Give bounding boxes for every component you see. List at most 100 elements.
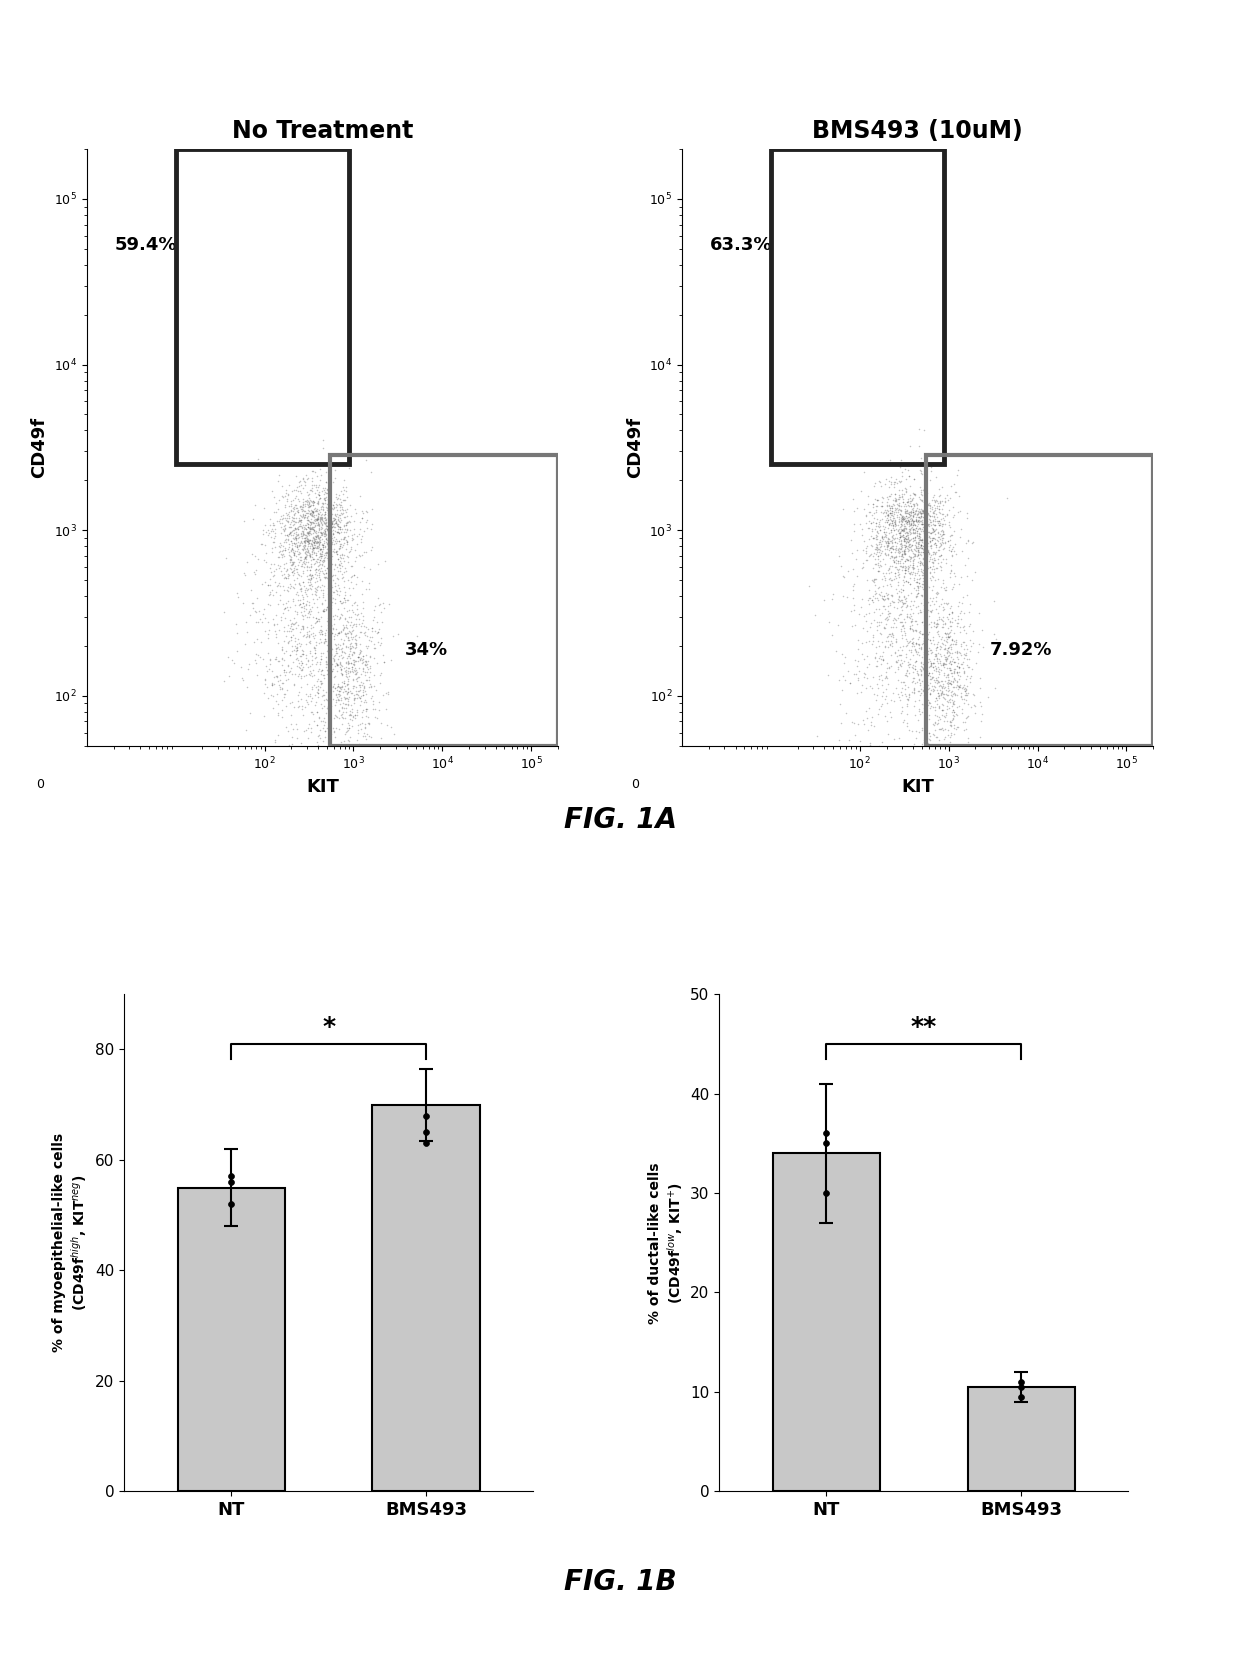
Point xyxy=(916,674,936,701)
Point xyxy=(373,681,393,708)
Point xyxy=(320,709,340,736)
Point xyxy=(904,674,924,701)
Point xyxy=(863,555,883,582)
Point xyxy=(939,696,959,722)
Point xyxy=(940,534,960,560)
Point xyxy=(330,555,350,582)
Point xyxy=(284,567,304,593)
Point xyxy=(931,510,951,537)
Point xyxy=(330,650,350,676)
Point xyxy=(298,497,317,524)
Point xyxy=(838,658,858,684)
Point xyxy=(955,616,975,643)
Point xyxy=(259,520,279,547)
Point xyxy=(304,500,324,527)
Point xyxy=(861,713,880,739)
Point xyxy=(911,487,931,514)
Point xyxy=(894,615,914,641)
Point xyxy=(937,708,957,734)
Point xyxy=(903,653,923,679)
Point xyxy=(278,717,298,744)
Point xyxy=(383,623,403,650)
Point xyxy=(269,462,289,489)
Point xyxy=(944,656,963,683)
Point xyxy=(304,517,324,543)
Point xyxy=(281,610,301,636)
Point xyxy=(341,504,361,530)
Point xyxy=(929,709,949,736)
Point xyxy=(273,696,293,722)
Point xyxy=(321,524,341,550)
Point xyxy=(300,568,320,595)
Point xyxy=(306,524,326,550)
Point xyxy=(309,722,329,749)
Point xyxy=(319,658,339,684)
Point xyxy=(267,580,286,606)
Point xyxy=(921,567,941,593)
Point xyxy=(254,495,274,522)
Point xyxy=(928,507,947,534)
Point xyxy=(939,527,959,553)
Point xyxy=(343,635,363,661)
Point xyxy=(301,593,321,620)
Point xyxy=(883,522,903,548)
Point xyxy=(937,661,957,688)
Point xyxy=(908,512,928,539)
Point xyxy=(913,570,932,597)
Point xyxy=(892,532,911,558)
Point xyxy=(893,477,913,504)
Point xyxy=(888,499,908,525)
Point xyxy=(901,494,921,520)
Point xyxy=(894,608,914,635)
Point xyxy=(281,625,301,651)
Point xyxy=(310,527,330,553)
Point xyxy=(923,548,942,575)
Point xyxy=(320,587,340,613)
Point xyxy=(315,534,335,560)
Point xyxy=(924,542,944,568)
Point xyxy=(883,525,903,552)
Point xyxy=(941,658,961,684)
Point xyxy=(298,577,317,603)
Point xyxy=(346,633,366,659)
Point xyxy=(897,507,916,534)
Point xyxy=(306,557,326,583)
Point xyxy=(859,592,879,618)
Point xyxy=(932,492,952,519)
Point xyxy=(360,575,379,601)
Point xyxy=(305,621,325,648)
Point xyxy=(298,532,317,558)
Point xyxy=(924,656,944,683)
Point xyxy=(863,543,883,570)
Point xyxy=(301,497,321,524)
Point xyxy=(353,655,373,681)
Point xyxy=(262,658,281,684)
Point xyxy=(894,492,914,519)
Point xyxy=(312,714,332,741)
Point xyxy=(946,658,966,684)
Point xyxy=(930,534,950,560)
Point xyxy=(311,543,331,570)
Point xyxy=(955,552,975,578)
Point xyxy=(284,605,304,631)
Point xyxy=(901,588,921,615)
Point xyxy=(901,608,921,635)
Point xyxy=(284,560,304,587)
Point xyxy=(314,490,334,517)
Point xyxy=(954,655,973,681)
Point xyxy=(221,1191,241,1218)
Point xyxy=(347,696,367,722)
Point xyxy=(317,814,337,840)
Point xyxy=(286,517,306,543)
Point xyxy=(329,490,348,517)
Point xyxy=(300,658,320,684)
Point xyxy=(331,507,351,534)
Point xyxy=(314,661,334,688)
Point xyxy=(903,557,923,583)
Point xyxy=(357,696,377,722)
Point xyxy=(888,590,908,616)
Point xyxy=(908,504,928,530)
Point xyxy=(340,650,360,676)
Point xyxy=(936,645,956,671)
Point xyxy=(303,502,322,529)
